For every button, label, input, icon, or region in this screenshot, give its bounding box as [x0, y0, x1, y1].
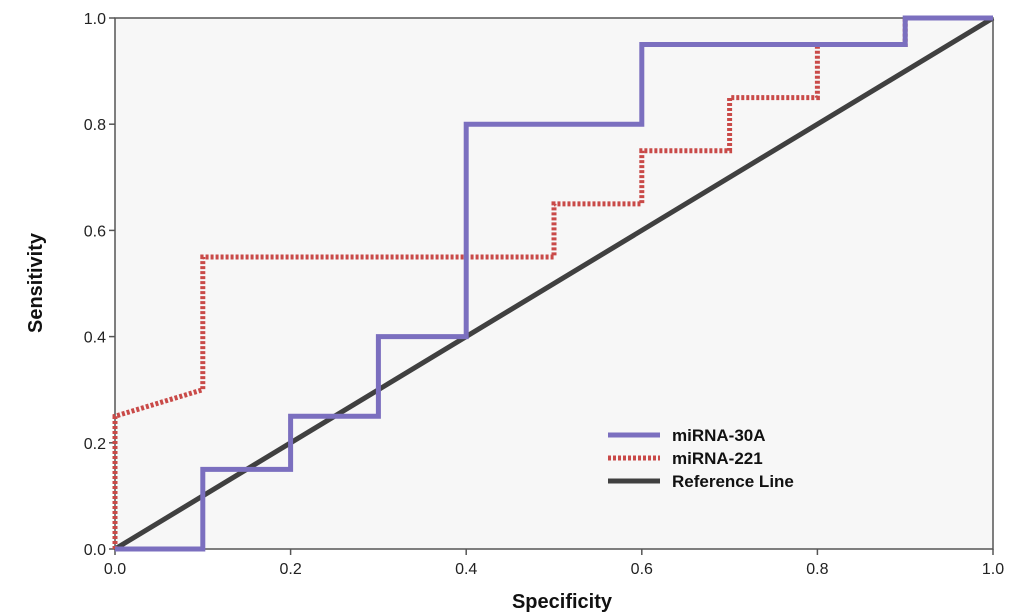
series-layer	[112, 15, 995, 552]
mirna-30a-series-line	[115, 15, 993, 552]
x-tick-label: 0.8	[806, 561, 828, 578]
x-tick-label: 0.2	[279, 561, 301, 578]
y-tick-label: 0.0	[84, 542, 106, 559]
x-tick-label: 1.0	[982, 561, 1004, 578]
x-tick-label: 0.4	[455, 561, 477, 578]
reference-line-series-line	[113, 15, 995, 552]
y-tick-label: 0.6	[84, 223, 106, 240]
x-tick-label: 0.6	[631, 561, 653, 578]
legend-label-reference-line: Reference Line	[672, 472, 794, 491]
y-axis-title: Sensitivity	[25, 232, 47, 333]
y-tick-label: 0.2	[84, 436, 106, 453]
y-tick-label: 1.0	[84, 11, 106, 28]
x-tick-label: 0.0	[104, 561, 126, 578]
y-tick-label: 0.4	[84, 330, 106, 347]
x-axis-title: Specificity	[512, 591, 613, 612]
legend-label-mirna-221: miRNA-221	[672, 449, 763, 468]
legend-label-mirna-30a: miRNA-30A	[672, 426, 766, 445]
y-tick-label: 0.8	[84, 117, 106, 134]
legend: miRNA-30A miRNA-221 Reference Line	[608, 426, 794, 491]
axis-ticks: 0.0 0.2 0.4 0.6 0.8 1.0 0.0 0.2 0.4 0.6 0.8 1.0	[84, 11, 1004, 578]
